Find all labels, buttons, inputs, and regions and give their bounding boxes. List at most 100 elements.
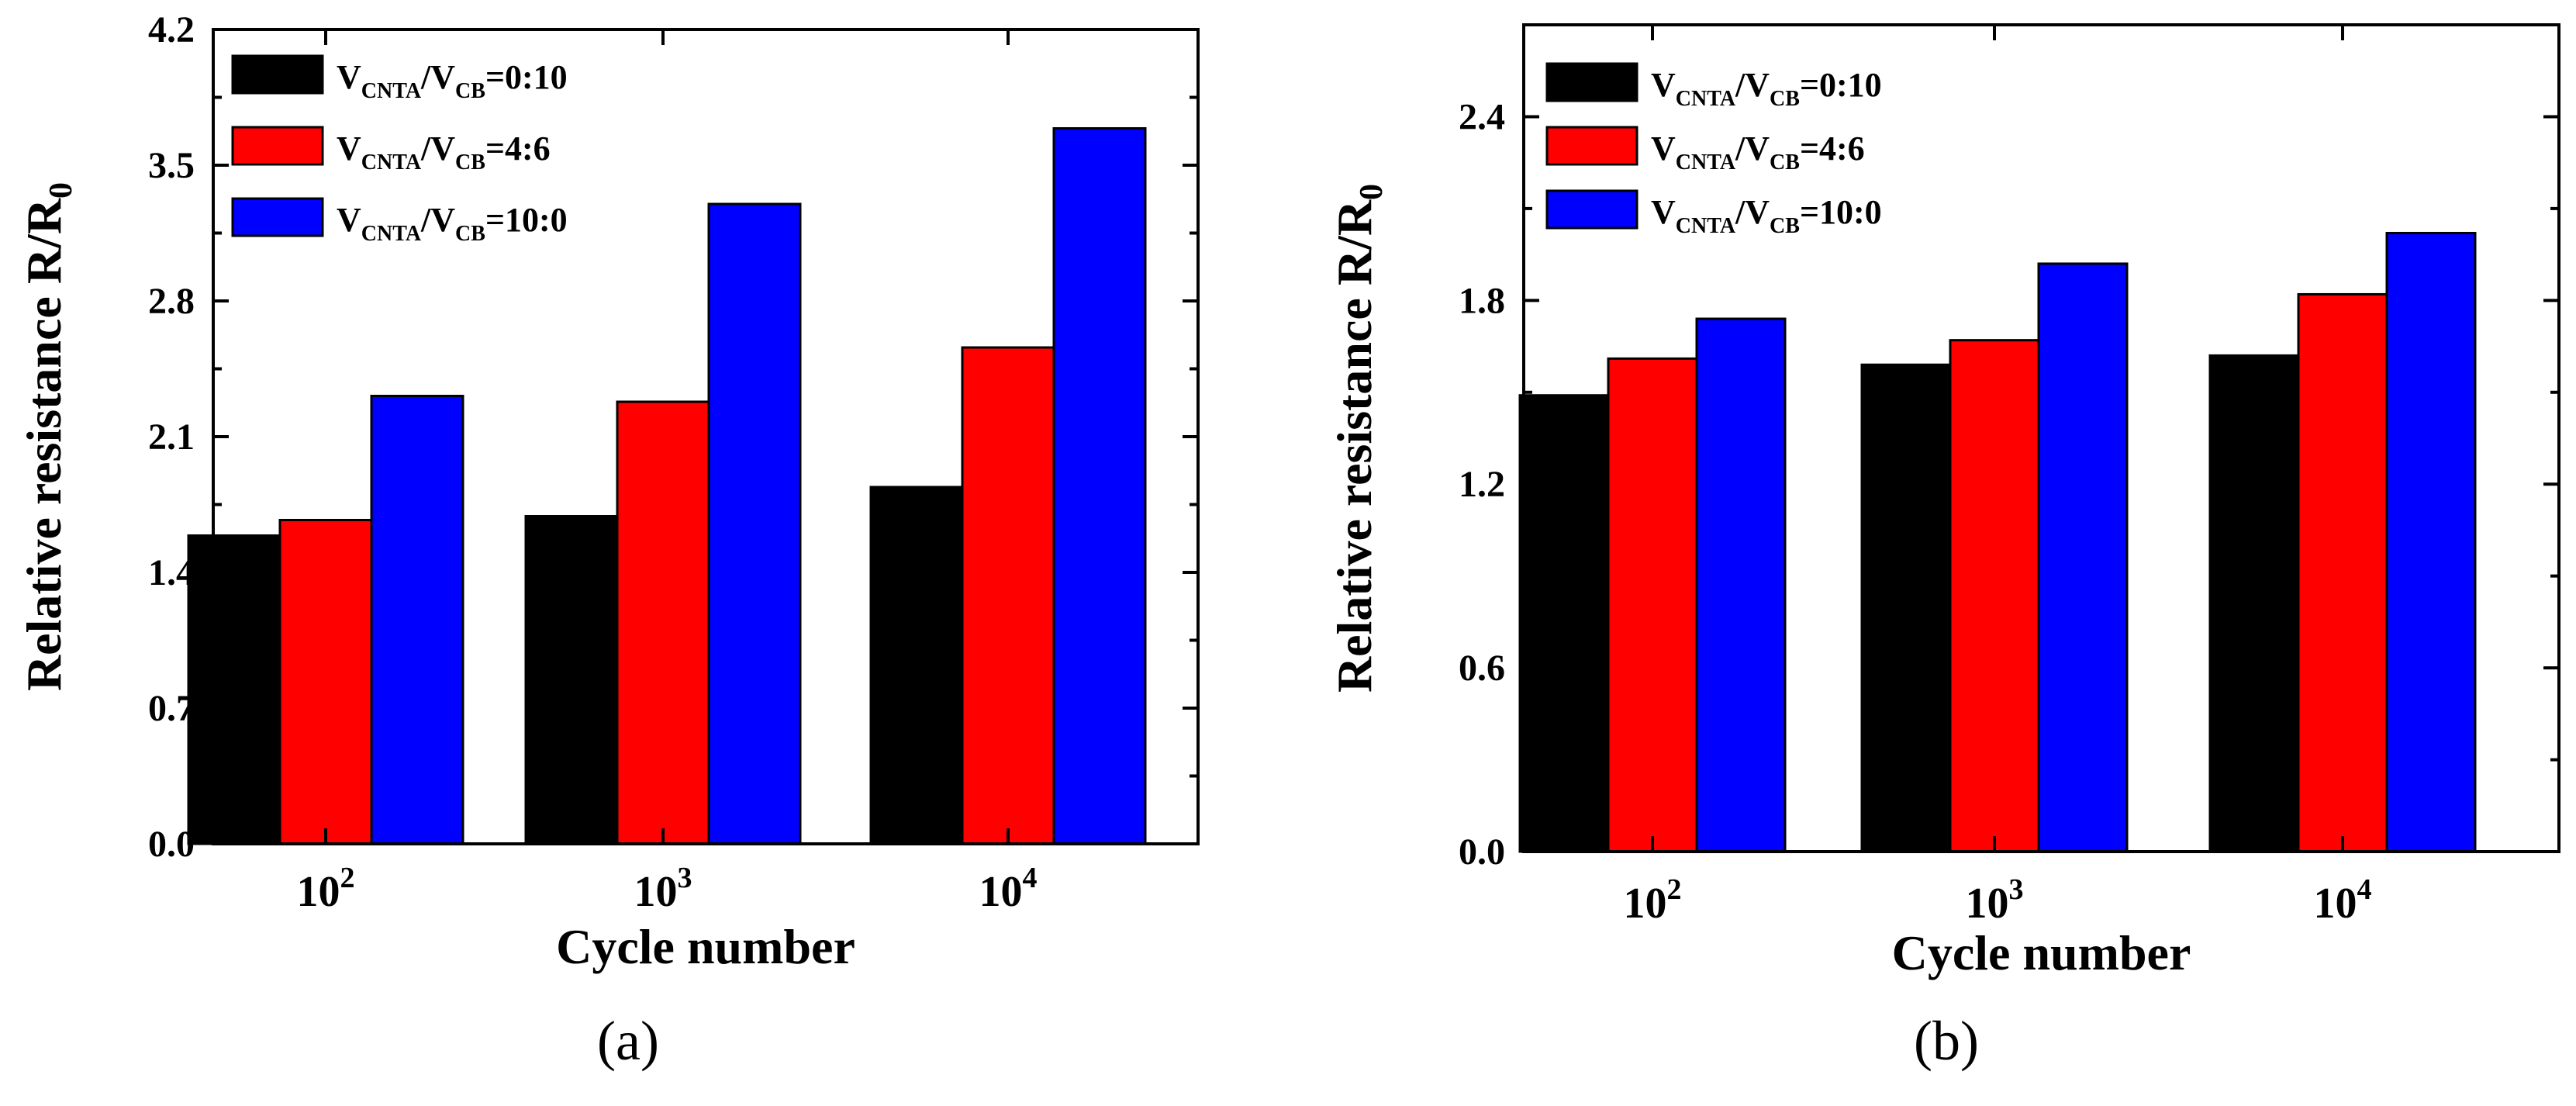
bar-0-2-0 xyxy=(370,395,464,845)
x-tick-label-1: 103 xyxy=(1966,873,2024,928)
legend-text: =0:10 xyxy=(1800,66,1882,104)
y-tick-label-2: 1.4 xyxy=(148,552,195,593)
bar-1-2-1 xyxy=(2037,262,2129,853)
legend-label-0: VCNTA/VCB=0:10 xyxy=(337,58,568,103)
panel-label: (b) xyxy=(1914,1010,1979,1072)
legend-subscript: CNTA xyxy=(1676,214,1736,238)
legend-subscript: CNTA xyxy=(361,150,422,175)
legend-text: /V xyxy=(420,130,455,168)
x-tick-label-exponent: 4 xyxy=(1023,862,1038,894)
y-tick-label-6: 4.2 xyxy=(148,9,195,50)
legend-swatch-0 xyxy=(231,54,324,95)
bar-0-2-2 xyxy=(1052,127,1147,845)
x-tick-label-base: 10 xyxy=(979,868,1023,916)
x-tick-label-exponent: 4 xyxy=(2357,873,2372,906)
bar-0-0-0 xyxy=(187,534,281,845)
x-tick-label-exponent: 2 xyxy=(340,862,355,894)
legend-label-1: VCNTA/VCB=4:6 xyxy=(337,130,551,175)
legend-text: V xyxy=(337,130,361,168)
legend-text: /V xyxy=(420,201,455,239)
legend-text: V xyxy=(1651,66,1676,104)
legend-label-2: VCNTA/VCB=10:0 xyxy=(337,201,568,246)
bar-1-1-1 xyxy=(1949,339,2040,853)
y-tick-label-4: 2.8 xyxy=(148,281,195,322)
bar-1-2-2 xyxy=(2385,231,2477,853)
legend-text: /V xyxy=(420,58,455,96)
bar-0-0-2 xyxy=(869,486,964,845)
legend-text: =4:6 xyxy=(1800,130,1865,168)
x-tick-label-0: 102 xyxy=(297,862,355,916)
legend-text: V xyxy=(1651,193,1676,231)
legend-subscript: CNTA xyxy=(1676,150,1736,175)
panel-label: (a) xyxy=(597,1010,659,1072)
bar-1-0-1 xyxy=(1860,363,1952,853)
bar-1-0-2 xyxy=(2208,354,2300,853)
y-axis-label-subscript: 0 xyxy=(43,182,79,199)
bar-1-0-0 xyxy=(1518,394,1610,853)
x-axis-label: Cycle number xyxy=(1892,925,2191,980)
legend-text: =10:0 xyxy=(1800,193,1882,231)
bar-0-0-1 xyxy=(524,515,619,845)
x-tick-label-base: 10 xyxy=(1624,880,1667,928)
x-axis-label: Cycle number xyxy=(556,919,855,974)
plot-frame xyxy=(1522,23,2560,853)
x-tick-label-1: 103 xyxy=(634,862,692,916)
x-tick-label-exponent: 2 xyxy=(1667,873,1682,906)
y-tick-label-5: 3.5 xyxy=(148,145,195,186)
legend-text: /V xyxy=(1735,130,1770,168)
y-axis-label-main: Relative resistance R/R xyxy=(16,198,71,691)
y-tick-label-3: 1.8 xyxy=(1459,280,1505,321)
y-tick-label-1: 0.7 xyxy=(148,688,195,729)
x-tick-label-base: 10 xyxy=(2314,880,2357,928)
legend-subscript: CB xyxy=(1770,87,1800,111)
bar-0-2-1 xyxy=(707,202,802,845)
x-tick-label-base: 10 xyxy=(634,868,678,916)
bar-0-1-0 xyxy=(278,519,373,845)
legend-swatch-1 xyxy=(231,126,324,166)
legend-text: V xyxy=(337,58,361,96)
legend-swatch-2 xyxy=(231,197,324,237)
x-tick-label-base: 10 xyxy=(297,868,340,916)
bar-0-1-2 xyxy=(961,346,1055,845)
x-tick-label-0: 102 xyxy=(1624,873,1682,928)
y-tick-label-1: 0.6 xyxy=(1459,648,1505,689)
legend-text: =0:10 xyxy=(485,58,568,96)
legend-subscript: CB xyxy=(455,222,485,246)
legend-subscript: CB xyxy=(1770,214,1800,238)
legend-subscript: CB xyxy=(455,150,485,175)
legend-label-2: VCNTA/VCB=10:0 xyxy=(1651,193,1882,238)
legend-text: =4:6 xyxy=(485,130,551,168)
y-tick-label-0: 0.0 xyxy=(1459,831,1505,873)
legend-text: V xyxy=(1651,130,1676,168)
bar-0-1-1 xyxy=(616,400,710,845)
x-tick-label-exponent: 3 xyxy=(2009,873,2024,906)
legend-text: V xyxy=(337,201,361,239)
x-tick-label-2: 104 xyxy=(2314,873,2372,928)
bar-1-1-2 xyxy=(2297,292,2388,853)
x-tick-label-base: 10 xyxy=(1966,880,2009,928)
legend-text: /V xyxy=(1735,193,1770,231)
legend-subscript: CNTA xyxy=(361,79,422,103)
y-tick-label-3: 2.1 xyxy=(148,416,195,458)
y-tick-label-2: 1.2 xyxy=(1459,464,1505,505)
y-axis-label-subscript: 0 xyxy=(1354,184,1390,200)
x-tick-label-exponent: 3 xyxy=(678,862,692,894)
bar-1-1-0 xyxy=(1607,357,1698,853)
legend-subscript: CNTA xyxy=(361,222,422,246)
legend-subscript: CB xyxy=(455,79,485,103)
legend-swatch-2 xyxy=(1545,189,1638,230)
y-axis-label: Relative resistance R/R0 xyxy=(16,182,79,691)
legend-subscript: CNTA xyxy=(1676,87,1736,111)
legend-text: /V xyxy=(1735,66,1770,104)
x-tick-label-2: 104 xyxy=(979,862,1038,916)
legend-swatch-0 xyxy=(1545,62,1638,102)
y-tick-label-4: 2.4 xyxy=(1459,96,1505,137)
legend-label-0: VCNTA/VCB=0:10 xyxy=(1651,66,1882,111)
legend-swatch-1 xyxy=(1545,126,1638,166)
y-axis-label-main: Relative resistance R/R xyxy=(1327,199,1382,693)
legend-label-1: VCNTA/VCB=4:6 xyxy=(1651,130,1865,175)
bar-1-2-0 xyxy=(1695,317,1787,853)
